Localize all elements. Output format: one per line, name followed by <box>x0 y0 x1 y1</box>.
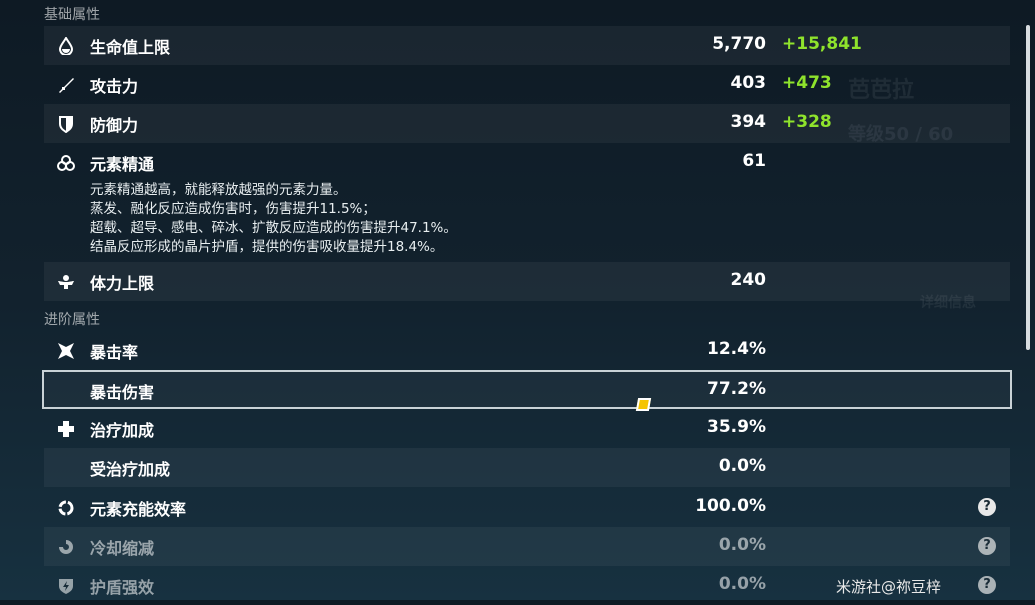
stat-value: 403 <box>730 73 767 93</box>
section-basic: 基础属性 <box>44 7 100 23</box>
desc-line: 元素精通越高，就能释放越强的元素力量。 <box>90 182 347 198</box>
bg-level: 等级50 / 60 <box>848 124 954 145</box>
stat-value: 12.4% <box>707 339 766 359</box>
stat-label: 暴击伤害 <box>90 383 155 402</box>
help-icon[interactable]: ? <box>978 498 996 516</box>
stat-row-healing[interactable]: 治疗加成 35.9% <box>44 409 1010 448</box>
stat-label: 受治疗加成 <box>90 460 171 479</box>
stat-label: 暴击率 <box>90 343 139 362</box>
desc-line: 超载、超导、感电、碎冰、扩散反应造成的伤害提升47.1%。 <box>90 220 457 236</box>
stat-row-atk[interactable]: 攻击力 403 +473 <box>44 65 1010 104</box>
stat-row-def[interactable]: 防御力 394 +328 <box>44 104 1010 143</box>
bg-details: 详细信息 <box>920 295 976 311</box>
stat-label: 生命值上限 <box>90 38 171 57</box>
stat-label: 体力上限 <box>90 274 155 293</box>
watermark: 米游社@祢豆梓 <box>836 578 942 596</box>
bg-character-name: 芭芭拉 <box>848 78 915 103</box>
shield-icon <box>56 114 76 134</box>
section-advanced: 进阶属性 <box>44 312 100 328</box>
stat-bonus: +473 <box>782 73 832 93</box>
stat-value: 0.0% <box>718 535 766 555</box>
stat-row-crit-rate[interactable]: 暴击率 12.4% <box>44 331 1010 370</box>
em-description: 元素精通越高，就能释放越强的元素力量。 蒸发、融化反应造成伤害时，伤害提升11.… <box>90 181 457 257</box>
stat-row-stamina[interactable]: 体力上限 240 <box>44 262 1010 301</box>
elemental-mastery-icon <box>56 153 76 173</box>
crit-star-icon <box>56 341 76 361</box>
help-icon[interactable]: ? <box>978 576 996 594</box>
shield-bolt-icon <box>56 576 76 596</box>
desc-line: 结晶反应形成的晶片护盾，提供的伤害吸收量提升18.4%。 <box>90 239 444 255</box>
stat-value: 5,770 <box>712 34 766 54</box>
stat-row-em[interactable]: 元素精通 61 元素精通越高，就能释放越强的元素力量。 蒸发、融化反应造成伤害时… <box>44 143 1010 262</box>
scrollbar[interactable] <box>1026 25 1030 350</box>
stat-label: 防御力 <box>90 116 139 135</box>
stat-value: 0.0% <box>718 456 766 476</box>
stamina-icon <box>56 272 76 292</box>
stat-label: 冷却缩减 <box>90 539 155 558</box>
stat-value: 240 <box>730 270 767 290</box>
stat-value: 77.2% <box>707 379 766 399</box>
stat-label: 元素充能效率 <box>90 500 187 519</box>
desc-line: 蒸发、融化反应造成伤害时，伤害提升11.5%； <box>90 201 376 217</box>
sword-icon <box>56 75 76 95</box>
stat-bonus: +328 <box>782 112 832 132</box>
stat-row-crit-dmg[interactable]: 暴击伤害 77.2% <box>42 370 1012 409</box>
help-icon[interactable]: ? <box>978 537 996 555</box>
hp-drop-icon <box>56 36 76 56</box>
stat-row-incoming-healing[interactable]: 受治疗加成 0.0% <box>44 448 1010 487</box>
stat-value: 394 <box>730 112 767 132</box>
stat-row-cooldown[interactable]: 冷却缩减 0.0% ? <box>44 527 1010 566</box>
stat-label: 护盾强效 <box>90 578 155 597</box>
stat-label: 攻击力 <box>90 77 139 96</box>
stat-label: 元素精通 <box>90 155 155 174</box>
energy-ring-icon <box>56 498 76 518</box>
cooldown-icon <box>56 537 76 557</box>
stat-value: 0.0% <box>718 574 766 594</box>
healing-cross-icon <box>56 419 76 439</box>
stat-value: 100.0% <box>695 496 766 516</box>
stat-value: 35.9% <box>707 417 766 437</box>
stat-value: 61 <box>742 151 766 171</box>
stat-label: 治疗加成 <box>90 421 155 440</box>
stat-row-energy-recharge[interactable]: 元素充能效率 100.0% ? <box>44 488 1010 527</box>
cursor-icon <box>635 398 652 411</box>
stat-bonus: +15,841 <box>782 34 862 54</box>
stat-row-shield-strength[interactable]: 护盾强效 0.0% ? <box>44 566 1010 605</box>
stat-row-hp[interactable]: 生命值上限 5,770 +15,841 <box>44 26 1010 65</box>
